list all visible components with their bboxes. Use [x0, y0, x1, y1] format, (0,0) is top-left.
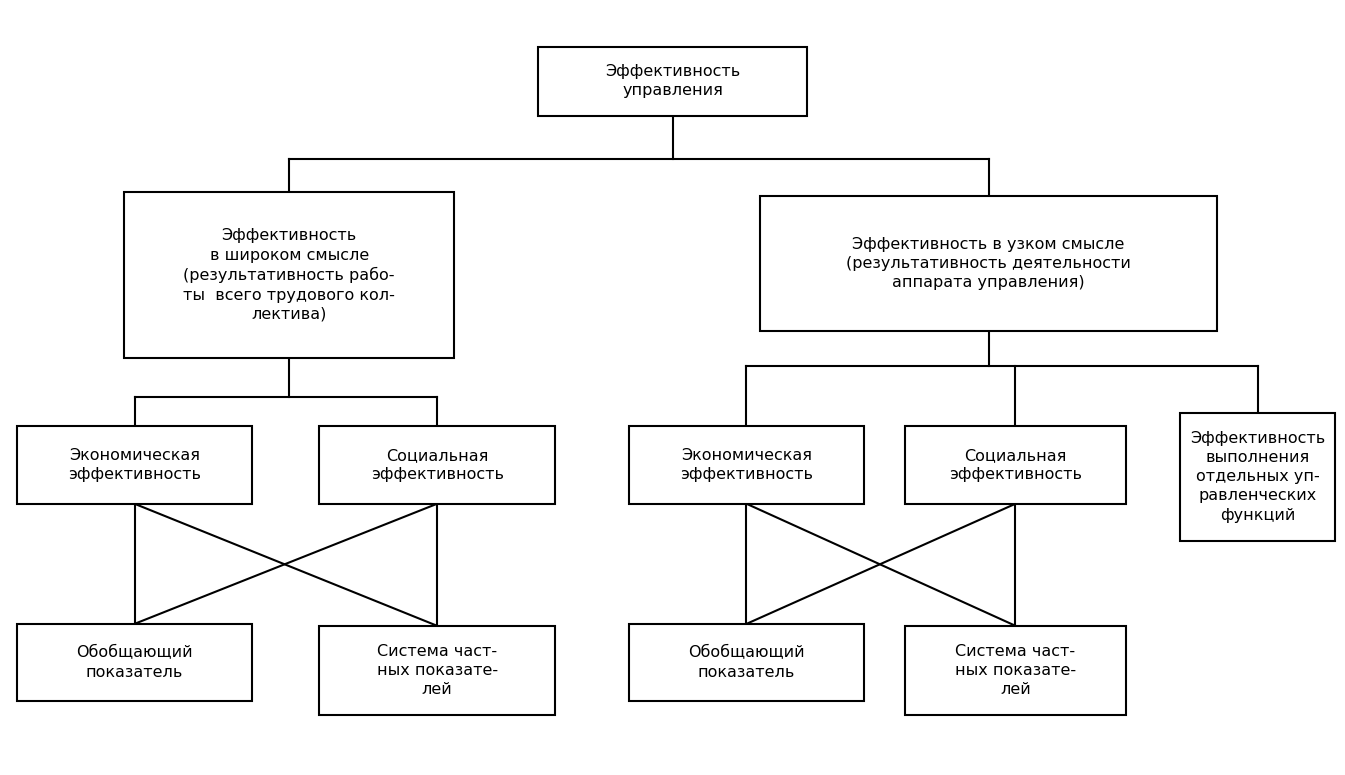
Text: Эффективность
управления: Эффективность управления — [605, 64, 740, 98]
FancyBboxPatch shape — [629, 426, 865, 504]
Text: Система част-
ных показате-
лей: Система част- ных показате- лей — [377, 644, 498, 697]
Text: Социальная
эффективность: Социальная эффективность — [371, 448, 503, 482]
Text: Эффективность
выполнения
отдельных уп-
равленческих
функций: Эффективность выполнения отдельных уп- р… — [1190, 431, 1325, 522]
Text: Обобщающий
показатель: Обобщающий показатель — [77, 646, 192, 680]
Text: Система част-
ных показате-
лей: Система част- ных показате- лей — [955, 644, 1076, 697]
FancyBboxPatch shape — [320, 426, 554, 504]
FancyBboxPatch shape — [320, 626, 554, 715]
FancyBboxPatch shape — [904, 626, 1127, 715]
Text: Социальная
эффективность: Социальная эффективность — [950, 448, 1081, 482]
FancyBboxPatch shape — [629, 624, 865, 701]
Text: Обобщающий
показатель: Обобщающий показатель — [689, 646, 804, 680]
FancyBboxPatch shape — [17, 624, 253, 701]
FancyBboxPatch shape — [17, 426, 253, 504]
FancyBboxPatch shape — [538, 46, 807, 116]
FancyBboxPatch shape — [124, 192, 455, 358]
FancyBboxPatch shape — [1181, 412, 1334, 541]
Text: Экономическая
эффективность: Экономическая эффективность — [69, 448, 200, 482]
Text: Эффективность
в широком смысле
(результативность рабо-
ты  всего трудового кол-
: Эффективность в широком смысле (результа… — [183, 229, 395, 322]
Text: Экономическая
эффективность: Экономическая эффективность — [681, 448, 812, 482]
FancyBboxPatch shape — [904, 426, 1127, 504]
FancyBboxPatch shape — [760, 195, 1217, 332]
Text: Эффективность в узком смысле
(результативность деятельности
аппарата управления): Эффективность в узком смысле (результати… — [846, 237, 1131, 290]
